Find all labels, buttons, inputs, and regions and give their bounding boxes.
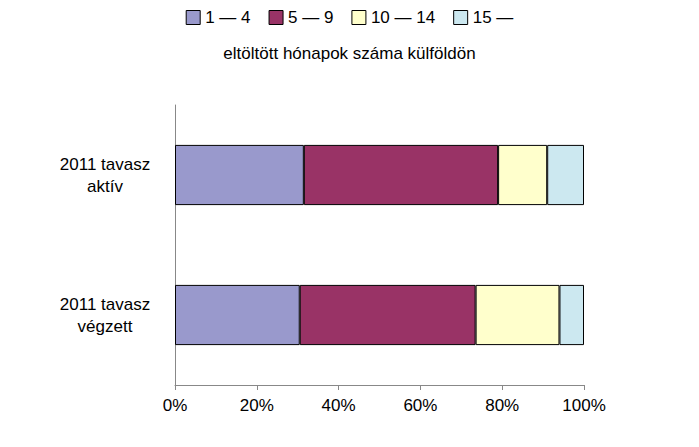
svg-text:100%: 100% (562, 396, 605, 415)
svg-text:20%: 20% (240, 396, 274, 415)
svg-text:80%: 80% (485, 396, 519, 415)
svg-text:1 — 4: 1 — 4 (205, 8, 250, 27)
svg-text:2011 tavasz: 2011 tavasz (60, 155, 150, 174)
svg-text:végzett: végzett (78, 317, 133, 336)
svg-text:2011 tavasz: 2011 tavasz (60, 295, 150, 314)
svg-text:15 —: 15 — (473, 8, 514, 27)
svg-text:5 — 9: 5 — 9 (288, 8, 333, 27)
svg-text:0%: 0% (163, 396, 188, 415)
svg-text:60%: 60% (403, 396, 437, 415)
svg-text:40%: 40% (322, 396, 356, 415)
svg-text:10 — 14: 10 — 14 (371, 8, 435, 27)
svg-text:eltöltött hónapok száma külföl: eltöltött hónapok száma külföldön (223, 44, 475, 63)
svg-text:aktív: aktív (87, 177, 123, 196)
